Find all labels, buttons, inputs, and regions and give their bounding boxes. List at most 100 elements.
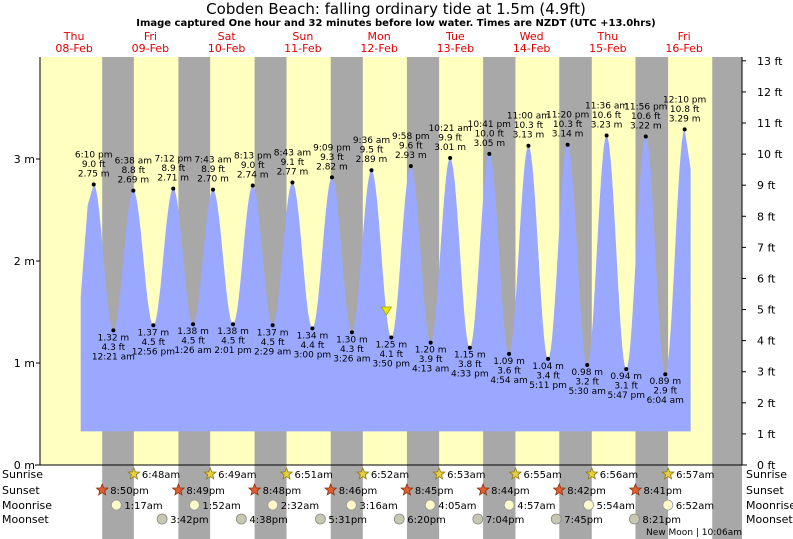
- moonset-time: 5:31pm: [328, 515, 367, 526]
- row-label-right: Moonrise: [746, 499, 793, 512]
- rows-mask-right: [742, 465, 793, 539]
- sunset-time: 8:41pm: [643, 486, 682, 497]
- tide-label: 1.09 m: [493, 357, 525, 367]
- sun-icon: [95, 482, 109, 496]
- tide-label: 4.5 ft: [141, 338, 165, 348]
- tide-label: 8:43 am: [274, 148, 311, 158]
- tide-point-low: [585, 363, 590, 368]
- sun-icon: [323, 482, 338, 496]
- moonrise-time: 3:16am: [359, 501, 397, 512]
- moonrise-time: 1:17am: [124, 501, 162, 512]
- moon-icon: [583, 499, 594, 511]
- day-name: Fri: [144, 30, 157, 43]
- moonset-time: 7:04pm: [486, 515, 525, 526]
- sun-icon: [356, 466, 370, 480]
- tide-label: 2:29 am: [254, 347, 291, 357]
- left-tick-label: 2 m: [14, 255, 35, 268]
- tide-label: 9.0 ft: [241, 161, 265, 171]
- tide-label: 1.30 m: [336, 335, 368, 345]
- sunset-time: 8:42pm: [567, 486, 606, 497]
- tide-label: 10:41 pm: [468, 120, 511, 130]
- right-tick-label: 5 ft: [757, 304, 776, 317]
- right-tick-label: 9 ft: [757, 179, 776, 192]
- tide-label: 3.2 ft: [575, 378, 599, 388]
- tide-point-low: [191, 322, 196, 327]
- moon-icon: [550, 513, 562, 525]
- tide-point-high: [682, 127, 687, 132]
- moon-icon: [393, 513, 405, 525]
- day-date: 09-Feb: [132, 42, 169, 55]
- tide-label: 9:36 am: [353, 136, 390, 146]
- tide-label: 3.23 m: [591, 121, 623, 131]
- tide-point-high: [448, 155, 453, 160]
- tide-label: 4.5 ft: [261, 338, 285, 348]
- tide-point-high: [171, 186, 176, 191]
- tide-label: 2.89 m: [356, 155, 388, 165]
- tide-label: 2.93 m: [395, 151, 427, 161]
- tide-label: 10.3 ft: [514, 121, 544, 131]
- tide-label: 10:21 am: [429, 124, 472, 134]
- tide-label: 11:36 am: [585, 102, 628, 112]
- tide-label: 3.6 ft: [497, 366, 521, 376]
- tide-label: 2.75 m: [78, 170, 110, 180]
- moon-icon: [235, 513, 247, 525]
- tide-label: 3:50 pm: [373, 360, 411, 370]
- tide-label: 2.74 m: [237, 171, 269, 181]
- tide-label: 3:26 am: [333, 354, 370, 364]
- row-label-right: Sunrise: [746, 468, 787, 481]
- tide-label: 5:47 pm: [607, 391, 645, 401]
- day-name: Mon: [368, 30, 391, 43]
- tide-label: 1.04 m: [532, 362, 564, 372]
- right-tick-label: 0 ft: [757, 459, 776, 472]
- tide-label: 0.94 m: [610, 372, 642, 382]
- right-tick-label: 4 ft: [757, 335, 776, 348]
- row-label-right: Moonset: [746, 513, 793, 526]
- tide-point-high: [250, 183, 255, 188]
- tide-label: 4.5 ft: [181, 337, 205, 347]
- tide-point-high: [290, 180, 295, 185]
- tide-label: 10.6 ft: [631, 112, 661, 122]
- moonset-time: 6:20pm: [407, 515, 446, 526]
- tide-label: 9.5 ft: [360, 146, 384, 156]
- astro-rows: Sunrise Sunrise Sunset Sunset Moonrise Moonri…: [2, 466, 793, 526]
- sun-icon: [203, 466, 217, 480]
- tide-label: 0.98 m: [571, 368, 603, 378]
- row-label-left: Moonrise: [2, 499, 52, 512]
- moonrise-time: 2:32am: [281, 501, 319, 512]
- row-label-left: Moonset: [2, 513, 49, 526]
- tide-label: 0.89 m: [649, 377, 681, 387]
- tide-label: 1:26 am: [174, 346, 211, 356]
- tide-label: 3.1 ft: [614, 382, 638, 392]
- day-date: 11-Feb: [284, 42, 321, 55]
- tide-label: 6:38 am: [115, 157, 152, 167]
- tide-label: 4:13 am: [412, 365, 449, 375]
- tide-label: 8.9 ft: [161, 164, 185, 174]
- tide-label: 8:13 pm: [234, 152, 272, 162]
- sunset-time: 8:44pm: [491, 486, 530, 497]
- moonrise-time: 4:57am: [517, 501, 555, 512]
- tide-label: 2.9 ft: [653, 387, 677, 397]
- tide-label: 1.34 m: [297, 331, 329, 341]
- rows-mask-left: [0, 465, 40, 539]
- moon-icon: [189, 499, 200, 511]
- day-name: Wed: [520, 30, 544, 43]
- row-label-left: Sunrise: [2, 468, 43, 481]
- sunrise-time: 6:57am: [676, 470, 714, 481]
- tide-label: 4.5 ft: [221, 337, 245, 347]
- tide-label: 2.71 m: [157, 174, 189, 184]
- right-tick-label: 8 ft: [757, 210, 776, 223]
- tide-label: 9.9 ft: [438, 133, 462, 143]
- sun-icon: [400, 482, 414, 496]
- night-band: [712, 57, 742, 539]
- right-tick-label: 1 ft: [757, 428, 776, 441]
- day-name: Thu: [597, 30, 619, 43]
- sunset-time: 8:50pm: [110, 486, 149, 497]
- moon-icon: [629, 513, 640, 525]
- tide-point-low: [151, 323, 156, 328]
- sunset-time: 8:45pm: [415, 486, 454, 497]
- tide-label: 1.37 m: [138, 328, 170, 338]
- sun-icon: [552, 482, 567, 496]
- tide-label: 11:20 pm: [546, 111, 589, 121]
- tide-label: 4.3 ft: [102, 343, 126, 353]
